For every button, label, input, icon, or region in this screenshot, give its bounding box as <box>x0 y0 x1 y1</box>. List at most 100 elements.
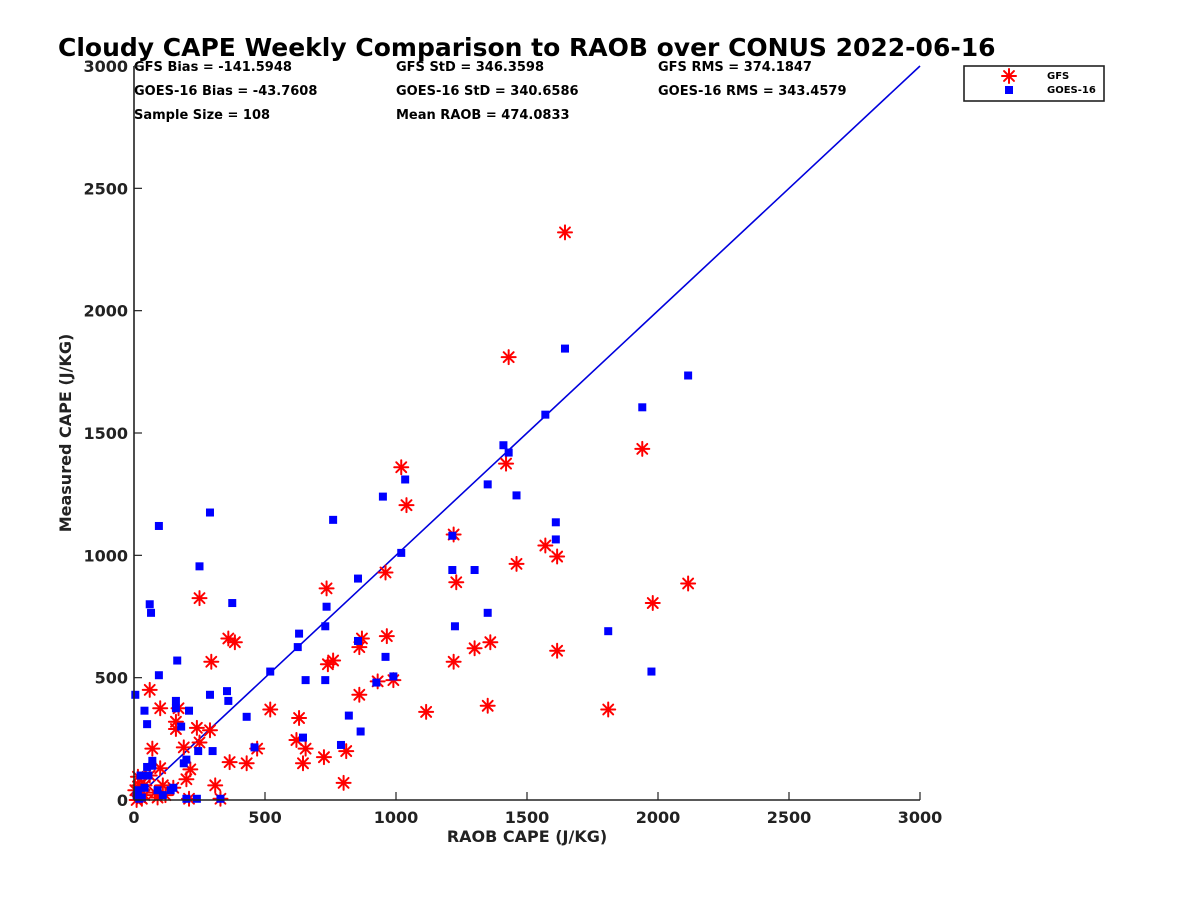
gfs-point <box>319 656 336 673</box>
stat-text: GFS StD = 346.3598 <box>396 60 544 75</box>
goes16-point <box>372 678 381 687</box>
goes16-point <box>136 771 145 780</box>
stat-text: GFS Bias = -141.5948 <box>134 60 292 75</box>
goes16-point <box>638 403 647 412</box>
goes16-point <box>344 711 353 720</box>
goes16-point <box>336 740 345 749</box>
x-tick-label: 500 <box>248 808 281 827</box>
gfs-point <box>508 555 525 572</box>
gfs-point <box>556 224 573 241</box>
gfs-point <box>335 774 352 791</box>
stat-text: GFS RMS = 374.1847 <box>658 60 812 75</box>
gfs-point <box>262 701 279 718</box>
statistics-block: GFS Bias = -141.5948 GFS StD = 346.3598 GF… <box>134 60 847 123</box>
gfs-point <box>191 734 208 751</box>
goes16-point <box>293 643 302 652</box>
gfs-point <box>393 459 410 476</box>
goes16-point <box>322 602 331 611</box>
gfs-point <box>291 710 308 727</box>
axes: 0 500 1000 1500 2000 2500 3000 0 500 1000 1500 2000… <box>83 57 942 827</box>
goes16-point <box>147 608 156 617</box>
goes16-point <box>140 706 149 715</box>
goes16-point <box>381 652 390 661</box>
gfs-point <box>537 537 554 554</box>
y-axis-label: Measured CAPE (J/KG) <box>56 334 75 533</box>
goes16-point <box>182 794 191 803</box>
goes16-point <box>223 687 232 696</box>
goes16-point <box>551 518 560 527</box>
gfs-point <box>318 580 335 597</box>
y-tick-label: 2500 <box>83 179 128 198</box>
one-to-one-line <box>133 65 921 801</box>
stat-text: GOES-16 Bias = -43.7608 <box>134 84 317 99</box>
gfs-point <box>466 640 483 657</box>
goes16-point <box>483 608 492 617</box>
goes16-point <box>450 622 459 631</box>
goes16-point <box>173 656 182 665</box>
gfs-point <box>144 740 161 757</box>
goes16-point <box>154 671 163 680</box>
goes16-point <box>140 783 149 792</box>
gfs-point <box>191 590 208 607</box>
x-tick-label: 2000 <box>636 808 681 827</box>
goes16-point <box>144 771 153 780</box>
goes16-point <box>208 747 217 756</box>
gfs-point <box>201 722 218 739</box>
goes16-point <box>321 676 330 685</box>
goes16-point <box>228 599 237 608</box>
x-tick-label: 3000 <box>898 808 943 827</box>
goes16-point <box>397 548 406 557</box>
goes16-point <box>148 761 157 770</box>
goes16-point <box>148 756 157 765</box>
goes16-point <box>301 676 310 685</box>
goes16-point <box>177 722 186 731</box>
goes16-point <box>470 566 479 575</box>
legend: GFS GOES-16 <box>963 65 1105 102</box>
gfs-point <box>141 681 158 698</box>
legend-goes16-label: GOES-16 <box>1047 85 1096 96</box>
goes16-point <box>194 747 203 756</box>
goes16-point <box>512 491 521 500</box>
gfs-point <box>600 701 617 718</box>
gfs-point <box>188 719 205 736</box>
goes16-point <box>298 733 307 742</box>
gfs-point <box>175 739 192 756</box>
gfs-point <box>167 713 184 730</box>
gfs-point <box>498 455 515 472</box>
x-tick-label: 1000 <box>374 808 419 827</box>
legend-gfs-label: GFS <box>1047 71 1069 82</box>
y-tick-label: 1000 <box>83 546 128 565</box>
gfs-point <box>680 575 697 592</box>
goes16-point <box>158 791 167 800</box>
goes16-point <box>266 667 275 676</box>
goes16-point <box>133 786 142 795</box>
goes16-point <box>560 344 569 353</box>
x-tick-label: 0 <box>128 808 139 827</box>
stat-text: Mean RAOB = 474.0833 <box>396 108 570 123</box>
goes16-point <box>295 629 304 638</box>
goes16-point <box>216 794 225 803</box>
goes16-point <box>195 562 204 571</box>
goes16-point <box>153 786 162 795</box>
goes16-point <box>192 794 201 803</box>
gfs-point <box>238 755 255 772</box>
goes16-point <box>205 508 214 517</box>
goes16-point <box>145 600 154 609</box>
legend-goes16-marker <box>1005 86 1013 94</box>
goes16-point <box>551 535 560 544</box>
goes16-point <box>504 448 513 457</box>
series-goes16 <box>131 344 693 803</box>
x-tick-label: 2500 <box>767 808 812 827</box>
legend-gfs-marker <box>1001 68 1017 84</box>
gfs-point <box>482 634 499 651</box>
gfs-point <box>351 686 368 703</box>
goes16-point <box>205 690 214 699</box>
x-axis-label: RAOB CAPE (J/KG) <box>447 827 607 846</box>
goes16-point <box>356 727 365 736</box>
goes16-point <box>179 759 188 768</box>
goes16-point <box>171 696 180 705</box>
stat-text: GOES-16 RMS = 343.4579 <box>658 84 847 99</box>
gfs-point <box>220 630 237 647</box>
goes16-point <box>250 743 259 752</box>
